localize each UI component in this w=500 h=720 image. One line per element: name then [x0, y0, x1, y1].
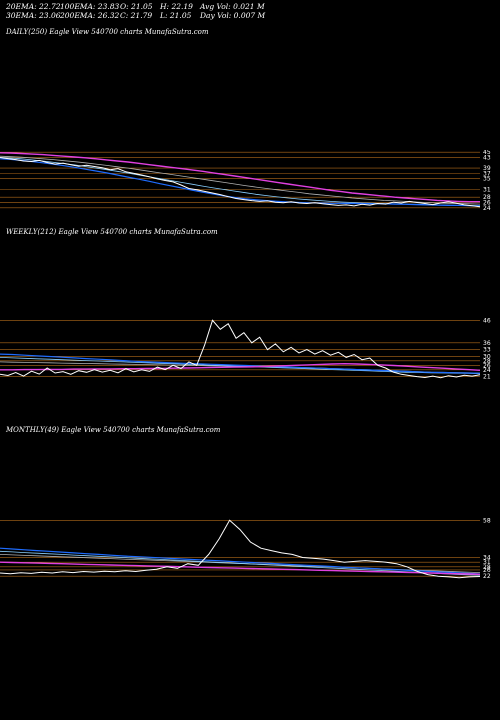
- monthly-ema-200-line: [0, 561, 481, 575]
- daily-y-tick-label: 28: [483, 194, 491, 201]
- weekly-y-tick-label: 46: [483, 318, 491, 324]
- daily-y-tick-label: 26: [483, 199, 491, 206]
- monthly-y-tick-label: 26: [483, 567, 491, 574]
- ema20-stat: 20EMA: 22.72: [6, 2, 61, 11]
- daily-y-tick-label: 37: [483, 170, 491, 177]
- ema100-stat: 100EMA: 23.83: [60, 2, 120, 11]
- open-stat: O: 21.05: [120, 2, 153, 11]
- low-stat: L: 21.05: [160, 11, 192, 20]
- daily-panel-label: DAILY(250) Eagle View 540700 charts Muna…: [6, 28, 209, 36]
- daily-y-tick-label: 35: [483, 176, 491, 183]
- high-stat: H: 22.19: [160, 2, 193, 11]
- weekly-panel-label: WEEKLY(212) Eagle View 540700 charts Mun…: [6, 228, 218, 236]
- weekly-y-tick-label: 24: [483, 367, 491, 374]
- monthly-ema-mid-line: [0, 550, 481, 576]
- close-stat: C: 21.79: [120, 11, 153, 20]
- monthly-y-tick-label: 31: [483, 559, 491, 566]
- daily-y-tick-label: 31: [483, 186, 491, 193]
- weekly-y-tick-label: 26: [483, 362, 491, 369]
- weekly-y-tick-label: 21: [483, 374, 491, 380]
- daily-y-tick-label: 39: [483, 165, 491, 172]
- monthly-y-tick-label: 28: [483, 564, 491, 571]
- weekly-price-line: [0, 319, 481, 379]
- monthly-y-tick-label: 58: [483, 518, 491, 524]
- weekly-ema-200-line: [0, 362, 481, 371]
- stats-header: 20EMA: 22.72 100EMA: 23.83 O: 21.05 H: 2…: [0, 0, 500, 22]
- daily-ema-200-line: [0, 152, 480, 203]
- weekly-y-tick-label: 36: [483, 340, 491, 347]
- monthly-panel-label: MONTHLY(49) Eagle View 540700 charts Mun…: [6, 426, 221, 434]
- weekly-ema-mid-line: [0, 357, 481, 375]
- ema200-stat: 200EMA: 26.32: [60, 11, 120, 20]
- monthly-y-tick-label: 34: [483, 555, 491, 562]
- monthly-y-tick-label: 22: [483, 573, 491, 580]
- daily-y-tick-label: 43: [483, 155, 491, 162]
- weekly-ema-fast-line: [0, 353, 481, 374]
- daily-price-line: [0, 157, 481, 208]
- weekly-y-tick-label: 33: [483, 347, 491, 354]
- ema30-stat: 30EMA: 23.06: [6, 11, 61, 20]
- avg-vol-stat: Avg Vol: 0.021 M: [200, 2, 265, 11]
- monthly-ema-fast-line: [0, 547, 481, 575]
- daily-ema-fast-line: [0, 158, 481, 207]
- weekly-y-tick-label: 30: [483, 353, 491, 360]
- monthly-price-line: [0, 519, 481, 579]
- day-vol-stat: Day Vol: 0.007 M: [200, 11, 266, 20]
- daily-y-tick-label: 24: [483, 205, 491, 210]
- weekly-y-tick-label: 28: [483, 358, 491, 365]
- daily-y-tick-label: 45: [483, 150, 491, 156]
- daily-ema-slow-line: [0, 155, 481, 205]
